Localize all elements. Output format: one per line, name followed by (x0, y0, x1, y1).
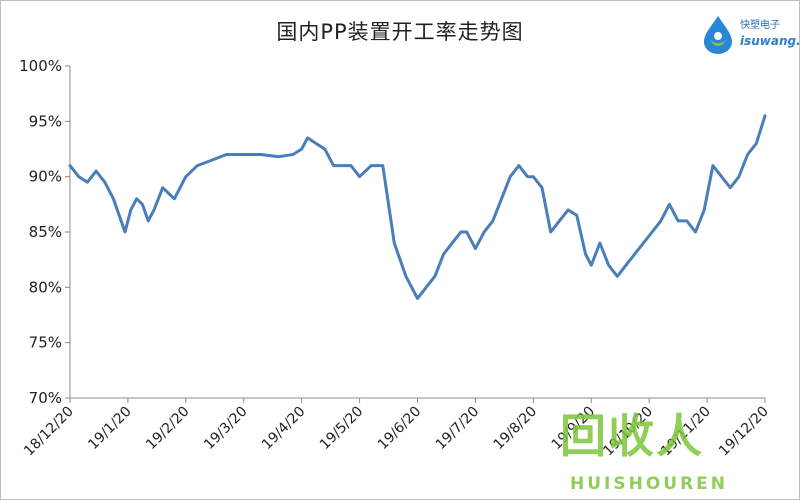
series-line (68, 114, 767, 300)
y-tick-label: 100% (19, 57, 62, 75)
watermark-main: 回收人 (560, 409, 704, 463)
x-tick-label: 19/4/20 (259, 404, 308, 453)
logo-drop-icon (704, 16, 732, 54)
y-tick-label: 75% (29, 334, 62, 352)
x-tick-label: 19/6/20 (375, 404, 424, 453)
watermark-sub: HUISHOUREN (570, 474, 729, 494)
y-tick-label: 80% (29, 278, 62, 296)
logo-name: 快塑电子 (740, 20, 780, 31)
x-tick-label: 19/7/20 (433, 404, 482, 453)
x-tick-label: 19/5/20 (317, 404, 366, 453)
y-tick-label: 70% (29, 389, 62, 407)
y-axis-ticks: 70% 75% 80% 85% 90% 95% 100% (19, 57, 70, 407)
x-tick-label: 19/3/20 (201, 404, 250, 453)
x-tick-label: 19/2/20 (143, 404, 192, 453)
logo-domain: isuwang.c (740, 34, 800, 48)
x-tick-label: 19/8/20 (491, 404, 540, 453)
x-tick-label: 19/1/20 (85, 404, 134, 453)
brand-logo: 快塑电子 isuwang.c (700, 12, 800, 62)
chart-title: 国内PP装置开工率走势图 (276, 20, 524, 44)
y-tick-label: 90% (29, 168, 62, 186)
x-tick-label: 18/12/20 (21, 404, 77, 460)
chart-axes (69, 66, 765, 399)
y-tick-label: 95% (29, 112, 62, 130)
series-group (68, 114, 767, 300)
y-tick-label: 85% (29, 223, 62, 241)
watermark: 回收人 HUISHOUREN (540, 400, 740, 500)
